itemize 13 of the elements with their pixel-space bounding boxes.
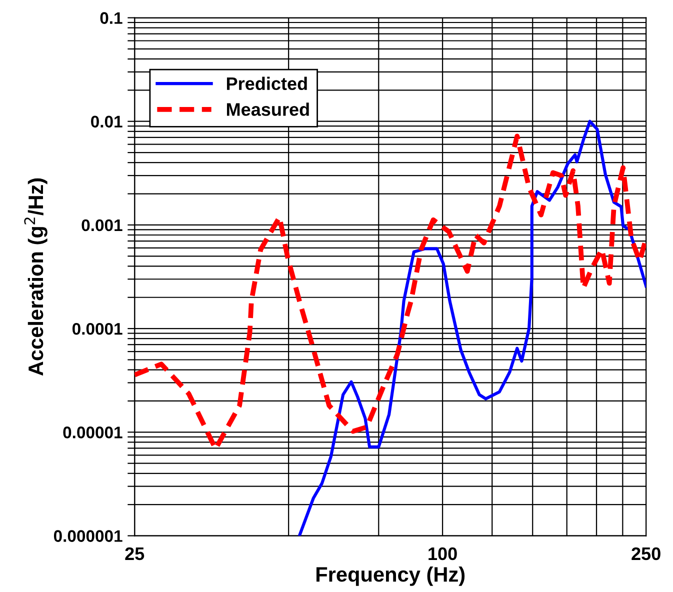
y-tick-label: 0.001 <box>82 219 122 232</box>
legend-label: Predicted <box>226 76 307 90</box>
legend-label: Measured <box>226 102 309 116</box>
y-tick-label: 0.00001 <box>63 426 122 438</box>
y-tick-label: 0.000001 <box>54 530 122 542</box>
y-axis-title: Acceleration (g$^{2}$/Hz) <box>24 178 48 376</box>
x-tick-label: 100 <box>428 547 457 560</box>
y-tick-label: 0.1 <box>100 12 122 24</box>
x-tick-label: 250 <box>632 547 660 560</box>
y-tick-label: 0.0001 <box>72 322 122 335</box>
x-axis-title: Frequency (Hz) <box>316 566 465 586</box>
y-tick-label: 0.01 <box>91 116 122 128</box>
x-tick-label: 25 <box>125 547 144 560</box>
